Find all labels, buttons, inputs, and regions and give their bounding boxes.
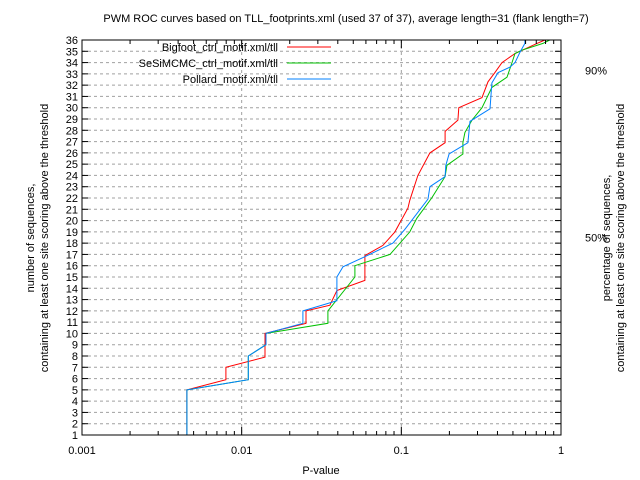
y-tick-label: 18 xyxy=(66,238,78,250)
y-tick-label: 27 xyxy=(66,137,78,149)
y-tick-label: 24 xyxy=(66,170,78,182)
series-line-1 xyxy=(186,39,550,435)
legend-label-1: SeSiMCMC_ctrl_motif.xml/tll xyxy=(139,58,278,70)
y-tick-label: 2 xyxy=(72,419,78,431)
y2-tick-label: 90% xyxy=(585,65,607,77)
y-tick-label: 35 xyxy=(66,46,78,58)
y-tick-label: 1 xyxy=(72,430,78,442)
y-tick-label: 29 xyxy=(66,114,78,126)
legend-label-0: Bigfoot_ctrl_motif.xml/tll xyxy=(162,42,278,54)
y-tick-label: 21 xyxy=(66,204,78,216)
y-tick-label: 31 xyxy=(66,91,78,103)
y-axis-label-line2: containing at least one site scoring abo… xyxy=(39,104,51,372)
y-tick-label: 12 xyxy=(66,306,78,318)
y-tick-label: 22 xyxy=(66,193,78,205)
y-tick-label: 28 xyxy=(66,125,78,137)
axis-ticks: 1234567891011121314151617181920212223242… xyxy=(66,35,607,457)
y-tick-label: 10 xyxy=(66,328,78,340)
y-tick-label: 11 xyxy=(67,317,78,329)
y-tick-label: 9 xyxy=(72,340,78,352)
chart-title: PWM ROC curves based on TLL_footprints.x… xyxy=(103,13,588,25)
series-lines xyxy=(186,39,550,435)
y2-axis-label-line1: percentage of sequences, xyxy=(601,175,613,302)
legend: Bigfoot_ctrl_motif.xml/tll SeSiMCMC_ctrl_… xyxy=(139,42,331,86)
x-tick-label: 0.001 xyxy=(68,445,96,457)
series-line-0 xyxy=(186,39,546,435)
x-tick-label: 0.01 xyxy=(231,445,252,457)
y-tick-label: 16 xyxy=(66,261,78,273)
y-tick-label: 17 xyxy=(66,249,78,261)
x-tick-label: 1 xyxy=(558,445,564,457)
y-tick-label: 4 xyxy=(72,396,78,408)
y-tick-label: 33 xyxy=(66,69,78,81)
y-tick-label: 30 xyxy=(66,103,78,115)
y-tick-label: 23 xyxy=(66,182,78,194)
y2-tick-label: 50% xyxy=(585,233,607,245)
y-tick-label: 25 xyxy=(66,159,78,171)
y-tick-label: 3 xyxy=(72,407,78,419)
y-tick-label: 15 xyxy=(66,272,78,284)
y-tick-label: 20 xyxy=(66,216,78,228)
y-tick-label: 14 xyxy=(66,283,78,295)
y-tick-label: 32 xyxy=(66,80,78,92)
y-tick-label: 6 xyxy=(72,374,78,386)
y-tick-label: 13 xyxy=(66,295,78,307)
x-axis-label: P-value xyxy=(302,465,339,477)
y-tick-label: 36 xyxy=(66,35,78,47)
y-axis-label-line1: number of sequences, xyxy=(25,184,37,293)
y-tick-label: 26 xyxy=(66,148,78,160)
y-tick-label: 8 xyxy=(72,351,78,363)
legend-label-2: Pollard_motif.xml/tll xyxy=(183,74,278,86)
y-tick-label: 7 xyxy=(72,362,78,374)
y2-axis-label-line2: containing at least one site scoring abo… xyxy=(615,104,627,372)
grid xyxy=(82,40,561,435)
y-tick-label: 19 xyxy=(66,227,78,239)
y-tick-label: 5 xyxy=(72,385,78,397)
series-line-2 xyxy=(186,40,526,435)
y-tick-label: 34 xyxy=(66,58,78,70)
x-tick-label: 0.1 xyxy=(394,445,409,457)
plot-border xyxy=(81,39,562,436)
